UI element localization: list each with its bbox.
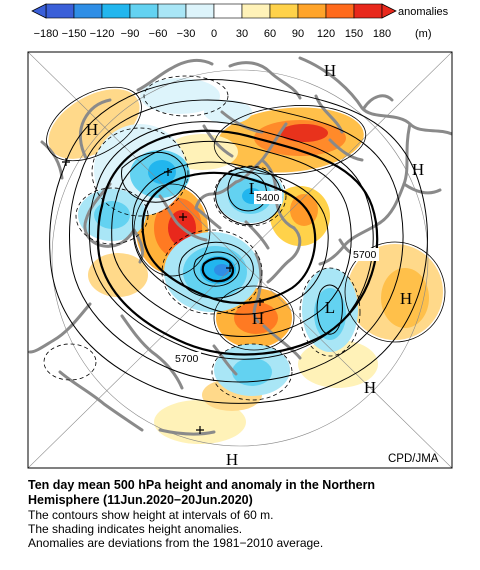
contour-label-5400: 5400 xyxy=(256,192,280,204)
caption-title-line2: Hemisphere (11Jun.2020−20Jun.2020) xyxy=(28,493,253,507)
contour-label-5700: 5700 xyxy=(353,249,377,261)
low-center-label: L xyxy=(249,179,259,198)
low-center-label: L xyxy=(325,298,335,317)
colorbar-swatch xyxy=(129,3,159,19)
center-cross-marker xyxy=(256,298,264,306)
colorbar-swatch xyxy=(185,3,215,19)
height-contours-bold xyxy=(96,129,379,356)
anomaly-colorbar: −180 −150 −120 −90 −60 −30 0 30 60 90 120 150 180 an… xyxy=(31,3,449,40)
high-center-label: H xyxy=(324,61,336,80)
center-cross-marker xyxy=(196,426,204,434)
caption-title-line1: Ten day mean 500 hPa height and anomaly … xyxy=(28,478,376,492)
colorbar-swatch xyxy=(157,3,187,19)
figure-caption: Ten day mean 500 hPa height and anomaly … xyxy=(28,478,468,550)
colorbar-swatch xyxy=(297,3,327,19)
high-center-label: H xyxy=(226,450,238,469)
colorbar-swatch xyxy=(325,3,355,19)
high-center-label: H xyxy=(400,289,412,308)
center-cross-marker xyxy=(164,168,172,176)
contour-label-5700: 5700 xyxy=(175,353,199,365)
center-cross-marker xyxy=(226,264,234,272)
colorbar-tick-label: 60 xyxy=(264,28,276,40)
center-cross-marker xyxy=(62,158,70,166)
colorbar-tick-label: 0 xyxy=(211,28,217,40)
caption-line-contours: The contours show height at intervals of… xyxy=(28,508,274,522)
colorbar-left-arrow xyxy=(31,3,47,19)
colorbar-tick-label: −120 xyxy=(90,28,115,40)
colorbar-tick-label: −180 xyxy=(34,28,59,40)
high-center-label: H xyxy=(412,160,424,179)
colorbar-unit-label: anomalies xyxy=(398,6,449,18)
colorbar-swatch xyxy=(45,3,75,19)
colorbar-tick-label: 30 xyxy=(236,28,248,40)
colorbar-tick-label: −30 xyxy=(177,28,196,40)
positive-anomaly-contours xyxy=(46,86,446,351)
colorbar-swatch xyxy=(213,3,243,19)
colorbar-swatch xyxy=(73,3,103,19)
hemisphere-map: H H H H H H H L L 5400 5700 5700 CPD/JMA xyxy=(27,51,453,469)
caption-line-shading: The shading indicates height anomalies. xyxy=(28,522,243,536)
colorbar-swatch xyxy=(269,3,299,19)
dashed-anomaly-contours xyxy=(43,75,361,401)
center-cross-marker xyxy=(179,213,187,221)
colorbar-tick-labels: −180 −150 −120 −90 −60 −30 0 30 60 90 120 150 180 xyxy=(34,28,392,40)
colorbar-unit-symbol: (m) xyxy=(415,28,432,40)
colorbar-tick-label: 180 xyxy=(373,28,391,40)
colorbar-swatch xyxy=(241,3,271,19)
credit-label: CPD/JMA xyxy=(388,453,439,465)
colorbar-tick-label: −90 xyxy=(121,28,140,40)
high-center-label: H xyxy=(86,120,98,139)
colorbar-tick-label: 90 xyxy=(292,28,304,40)
colorbar-swatch xyxy=(353,3,383,19)
colorbar-tick-label: 150 xyxy=(345,28,363,40)
caption-line-anomalies: Anomalies are deviations from the 1981−2… xyxy=(28,536,324,550)
colorbar-swatch xyxy=(101,3,131,19)
colorbar-swatches xyxy=(45,3,383,19)
colorbar-right-arrow xyxy=(381,3,397,19)
height-contours xyxy=(49,79,428,404)
map-frame xyxy=(27,51,453,469)
high-center-label: H xyxy=(252,309,264,328)
colorbar-tick-label: −150 xyxy=(62,28,87,40)
high-center-label: H xyxy=(364,378,376,397)
colorbar-tick-label: −60 xyxy=(149,28,168,40)
colorbar-tick-label: 120 xyxy=(317,28,335,40)
center-markers xyxy=(62,158,264,434)
